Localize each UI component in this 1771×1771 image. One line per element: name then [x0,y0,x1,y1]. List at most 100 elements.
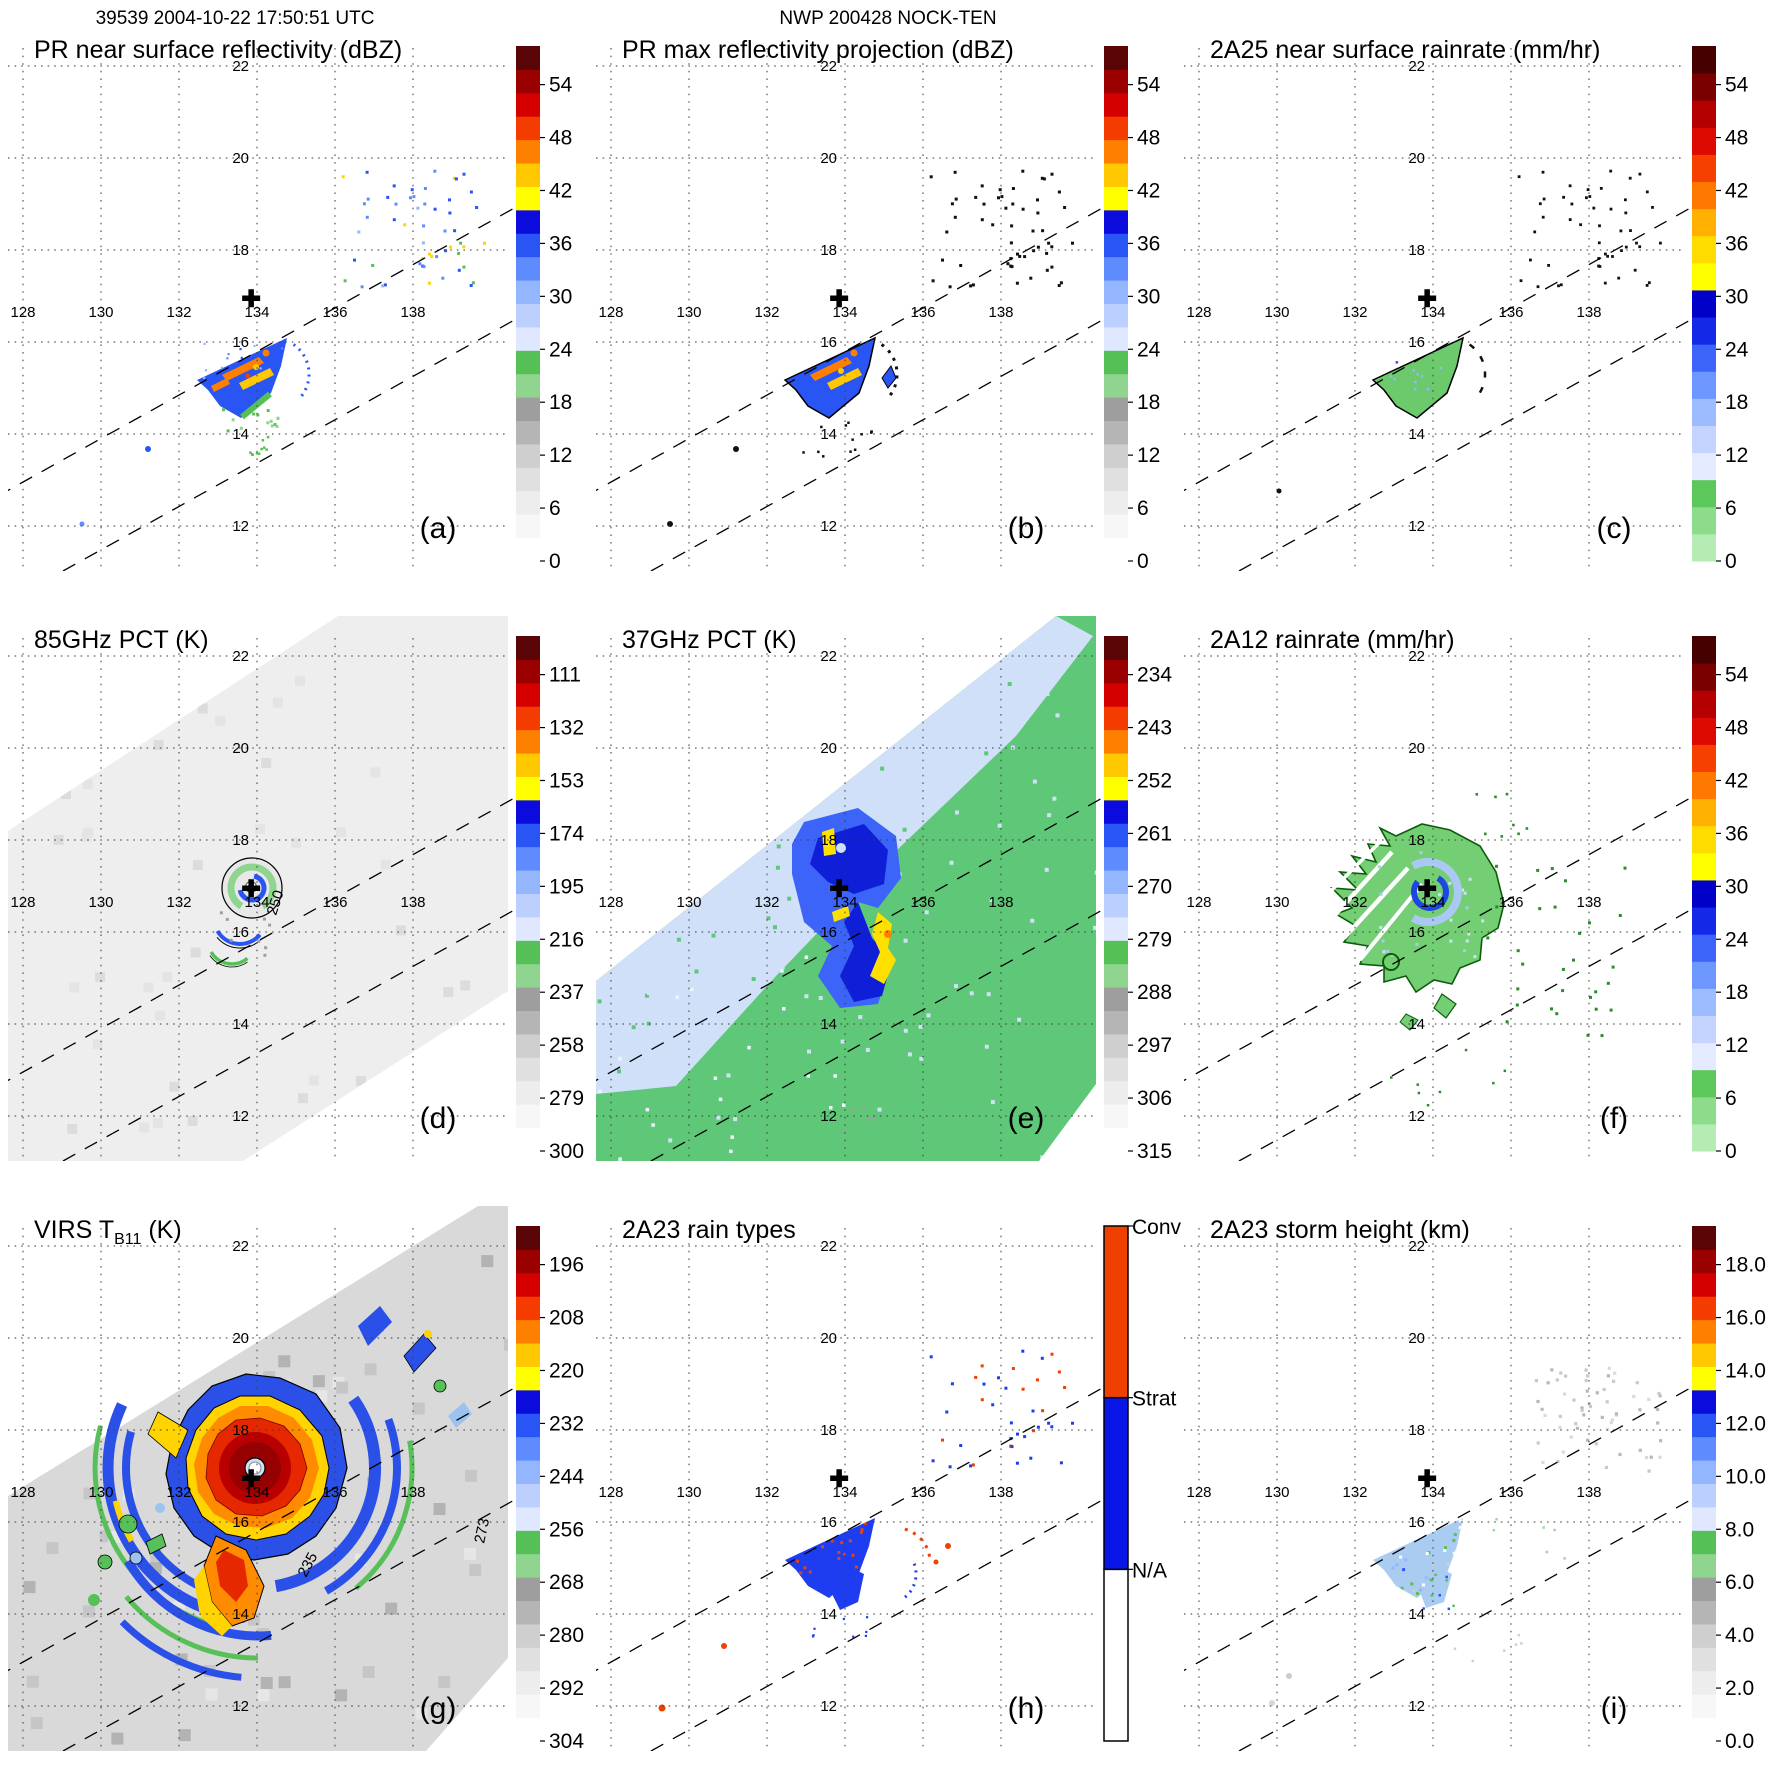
colorbar-tick-label: 54 [549,74,573,97]
lat-tick-label: 18 [820,242,837,259]
panel-e: 128 130 132 134 136 138 12 14 16 18 20 22 37GHz PCT … [585,616,1184,1176]
graticule [1184,638,1684,1161]
colorbar-tick-label: 315 [1137,1140,1172,1161]
colorbar-tick-label: 6.0 [1725,1571,1754,1594]
lon-tick-label: 136 [910,894,935,911]
lat-tick-label: 14 [1408,1016,1425,1033]
panel-a-title: PR near surface reflectivity (dBZ) [34,36,402,64]
colorbar-tick-label: 243 [1137,717,1172,740]
swath-edge-line [650,907,1107,1162]
colorbar-tick-label: 195 [549,875,584,898]
colorbar-tick-label: 48 [1725,127,1748,150]
lon-tick-label: 128 [1186,894,1211,911]
lon-tick-label: 128 [1186,304,1211,321]
lat-tick-label: 22 [232,648,249,665]
panel-i-title: 2A23 storm height (km) [1210,1216,1470,1244]
lon-tick-label: 128 [598,894,623,911]
lon-tick-label: 136 [1498,894,1523,911]
swath-edge-line [62,317,519,572]
lon-tick-label: 130 [1264,1484,1289,1501]
lon-tick-label: 128 [10,1484,35,1501]
lat-tick-label: 18 [232,1422,249,1439]
lon-tick-label: 132 [166,304,191,321]
panel-g-title: VIRS TB11 (K) [34,1216,182,1248]
lat-tick-label: 20 [820,150,837,167]
panel-d-title: 85GHz PCT (K) [34,626,209,654]
lat-tick-label: 20 [232,150,249,167]
lat-tick-label: 16 [1408,1514,1425,1531]
lat-tick-label: 14 [1408,1606,1425,1623]
lat-tick-label: 20 [1408,740,1425,757]
graticule [8,638,508,1161]
lat-tick-label: 18 [820,832,837,849]
colorbar-tick-label: 14.0 [1725,1359,1766,1382]
panel-h-letter: (h) [1008,1692,1045,1725]
colorbar-tick-label: 237 [549,981,584,1004]
lat-tick-label: 12 [1408,1698,1425,1715]
lon-tick-label: 132 [166,894,191,911]
lon-tick-label: 134 [1420,1484,1445,1501]
lat-tick-label: 22 [820,58,837,75]
panel-g-letter: (g) [420,1692,457,1725]
lon-tick-label: 132 [1342,894,1367,911]
lon-tick-label: 130 [88,304,113,321]
lat-tick-label: 12 [820,518,837,535]
lat-tick-label: 14 [1408,426,1425,443]
lon-tick-label: 132 [754,304,779,321]
lat-tick-label: 20 [232,1330,249,1347]
colorbar-tick-label: 24 [1725,338,1749,361]
lat-tick-label: 14 [232,1606,249,1623]
colorbar-tick-label: 48 [1725,717,1748,740]
colorbar-tick-label: 16.0 [1725,1307,1766,1330]
colorbar-tick-label: 297 [1137,1034,1172,1057]
panel-i-letter: (i) [1601,1692,1628,1725]
colorbar-tick-label: 111 [549,664,581,687]
lon-tick-label: 136 [322,1484,347,1501]
lon-tick-label: 138 [1576,894,1601,911]
lon-tick-label: 128 [10,304,35,321]
lat-tick-label: 16 [232,924,249,941]
lat-tick-label: 20 [820,1330,837,1347]
storm-center-marker [1418,1469,1437,1488]
lat-tick-label: 20 [1408,1330,1425,1347]
colorbar-tick-label: 153 [549,769,584,792]
graticule [8,1228,508,1751]
swath-edge-line [650,317,1107,572]
graticule [1184,1228,1684,1751]
colorbar-tick-label: 36 [1725,232,1748,255]
lat-tick-label: 20 [232,740,249,757]
colorbar-tick-label: 292 [549,1677,584,1700]
colorbar-tick-label: 288 [1137,981,1172,1004]
colorbar-tick-label: 12 [549,444,572,467]
storm-name-label: NWP 200428 NOCK-TEN [779,8,997,29]
colorbar-tick-label: 0 [1725,550,1737,571]
colorbar-tick-label: 300 [549,1140,584,1161]
panel-f-letter: (f) [1600,1102,1628,1135]
lon-tick-label: 138 [988,304,1013,321]
colorbar-tick-label: 24 [549,338,573,361]
storm-center-marker [242,879,261,898]
lat-tick-label: 12 [1408,1108,1425,1125]
panel-h-title: 2A23 rain types [622,1216,796,1244]
colorbar-tick-label: 0 [1725,1140,1737,1161]
lon-tick-label: 130 [1264,894,1289,911]
colorbar-tick-label: 8.0 [1725,1518,1754,1541]
lat-tick-label: 22 [232,58,249,75]
lon-tick-label: 128 [1186,1484,1211,1501]
panel-b-title: PR max reflectivity projection (dBZ) [622,36,1014,64]
lat-tick-label: 12 [232,1108,249,1125]
colorbar-tick-label: 232 [549,1412,584,1435]
colorbar-tick-label: 0 [1137,550,1149,571]
panel-f-title: 2A12 rainrate (mm/hr) [1210,626,1455,654]
colorbar-tick-label: 279 [1137,928,1172,951]
panel-c-letter: (c) [1597,512,1632,545]
graticule [596,1228,1096,1751]
colorbar-tick-label: 256 [549,1518,584,1541]
lon-tick-label: 136 [1498,1484,1523,1501]
colorbar-tick-label: 18 [1725,981,1748,1004]
lat-tick-label: 20 [820,740,837,757]
lat-tick-label: 18 [232,832,249,849]
